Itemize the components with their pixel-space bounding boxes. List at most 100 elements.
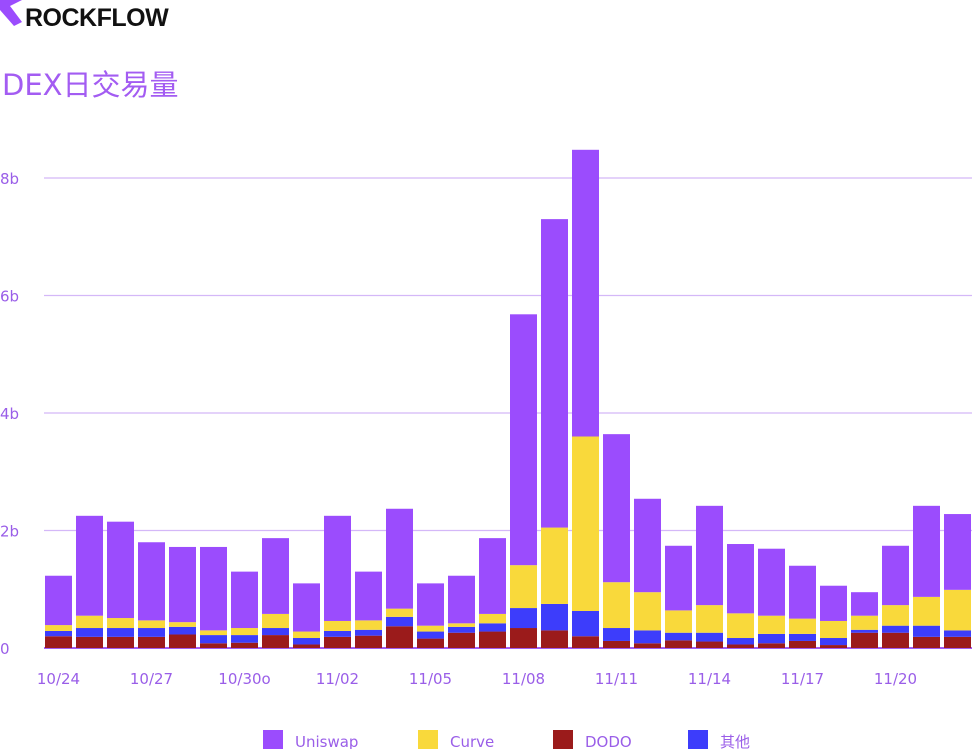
bar-segment-Curve [45, 625, 72, 631]
bar-segment-Curve [107, 618, 134, 629]
bar-segment-Curve [758, 615, 785, 634]
legend-swatch [553, 730, 573, 749]
y-tick-label: 6b [0, 288, 19, 306]
bar-segment-Curve [541, 527, 568, 604]
bar-segment-Curve [262, 613, 289, 629]
bar-segment-Uniswap [789, 565, 816, 619]
bar-stack-11/21 [913, 505, 940, 648]
bar-stack-11/15 [727, 544, 754, 648]
bar-segment-DODO [944, 636, 971, 648]
bar-segment-其他 [510, 608, 537, 629]
bar-segment-DODO [76, 636, 103, 648]
bar-segment-Curve [727, 613, 754, 639]
bar-stack-10/28 [169, 546, 196, 648]
bar-stack-11/13 [665, 545, 692, 648]
bar-stack-11/11 [603, 434, 630, 648]
bar-segment-DODO [758, 643, 785, 648]
bar-segment-Curve [324, 620, 351, 631]
bar-segment-Curve [944, 589, 971, 631]
bar-stack-11/08 [510, 314, 537, 648]
bar-stack-11/05 [417, 583, 444, 648]
bar-segment-Curve [169, 622, 196, 627]
bar-segment-Curve [138, 620, 165, 629]
bar-segment-DODO [789, 640, 816, 648]
bar-segment-Uniswap [231, 571, 258, 629]
bar-segment-Uniswap [634, 498, 661, 593]
bar-segment-DODO [913, 636, 940, 648]
bar-segment-其他 [541, 603, 568, 631]
bar-segment-Uniswap [851, 592, 878, 616]
bar-segment-DODO [665, 640, 692, 648]
chart-title: DEX日交易量 [2, 68, 179, 102]
x-axis: 10/24 10/27 10/30o 11/02 11/05 11/08 11/11 11/1… [37, 670, 917, 688]
x-tick-label: 11/11 [595, 670, 638, 688]
bar-segment-Curve [696, 605, 723, 633]
bar-segment-DODO [882, 632, 909, 648]
bar-segment-Curve [510, 565, 537, 609]
bar-segment-Uniswap [386, 508, 413, 609]
bar-segment-DODO [417, 638, 444, 648]
bar-segment-其他 [851, 629, 878, 633]
bar-segment-其他 [355, 629, 382, 636]
bar-segment-Curve [200, 630, 227, 636]
bar-segment-DODO [169, 634, 196, 648]
bar-segment-Uniswap [944, 514, 971, 590]
bar-segment-DODO [541, 630, 568, 648]
bar-segment-DODO [386, 626, 413, 648]
bar-segment-Curve [882, 605, 909, 626]
legend-item-Uniswap[interactable]: Uniswap [263, 730, 358, 749]
bar-segment-Uniswap [510, 314, 537, 566]
bar-segment-Curve [603, 582, 630, 629]
bar-segment-Uniswap [882, 545, 909, 606]
bar-segment-Uniswap [696, 505, 723, 606]
bar-stack-10/26 [107, 521, 134, 648]
bar-segment-DODO [45, 636, 72, 648]
bar-segment-其他 [820, 638, 847, 646]
bar-segment-Uniswap [200, 546, 227, 631]
bar-segment-DODO [138, 636, 165, 648]
bar-stack-10/29 [200, 546, 227, 648]
bar-segment-Curve [851, 615, 878, 630]
bar-stack-10/24 [45, 575, 72, 648]
bar-segment-DODO [262, 635, 289, 648]
bar-stack-11/01 [293, 583, 320, 648]
bar-segment-Curve [789, 618, 816, 634]
bar-segment-Curve [820, 620, 847, 639]
logo-text: ROCKFLOW [25, 4, 169, 32]
x-tick-label: 11/08 [502, 670, 545, 688]
bar-stack-11/19 [851, 592, 878, 648]
bar-segment-Uniswap [76, 515, 103, 616]
y-tick-label: 4b [0, 405, 19, 423]
bar-segment-Curve [572, 436, 599, 611]
bar-segment-DODO [293, 644, 320, 648]
bar-stack-10/25 [76, 515, 103, 648]
bar-stack-11/20 [882, 545, 909, 648]
legend: Uniswap Curve DODO 其他 [263, 730, 750, 749]
bar-segment-Uniswap [665, 545, 692, 611]
x-tick-label: 11/05 [409, 670, 452, 688]
bar-stack-11/06 [448, 575, 475, 648]
y-tick-label: 8b [0, 170, 19, 188]
bar-segment-Curve [634, 592, 661, 631]
legend-item-Curve[interactable]: Curve [418, 730, 494, 749]
bar-stack-11/18 [820, 585, 847, 648]
bar-segment-Curve [665, 610, 692, 633]
legend-label: Uniswap [295, 733, 358, 749]
bar-segment-Uniswap [603, 434, 630, 583]
bar-stack-11/12 [634, 498, 661, 648]
legend-item-DODO[interactable]: DODO [553, 730, 632, 749]
x-tick-label: 11/17 [781, 670, 824, 688]
bar-segment-其他 [262, 628, 289, 636]
bar-segment-Uniswap [758, 548, 785, 616]
bar-segment-Curve [231, 628, 258, 636]
legend-label: Curve [450, 733, 494, 749]
bar-segment-DODO [448, 632, 475, 648]
legend-item-其他[interactable]: 其他 [688, 730, 750, 749]
bar-segment-其他 [727, 638, 754, 645]
legend-swatch [263, 730, 283, 749]
bar-segment-Curve [386, 608, 413, 617]
bar-segment-DODO [696, 641, 723, 648]
bar-segment-Curve [913, 596, 940, 626]
bar-segment-DODO [479, 631, 506, 648]
